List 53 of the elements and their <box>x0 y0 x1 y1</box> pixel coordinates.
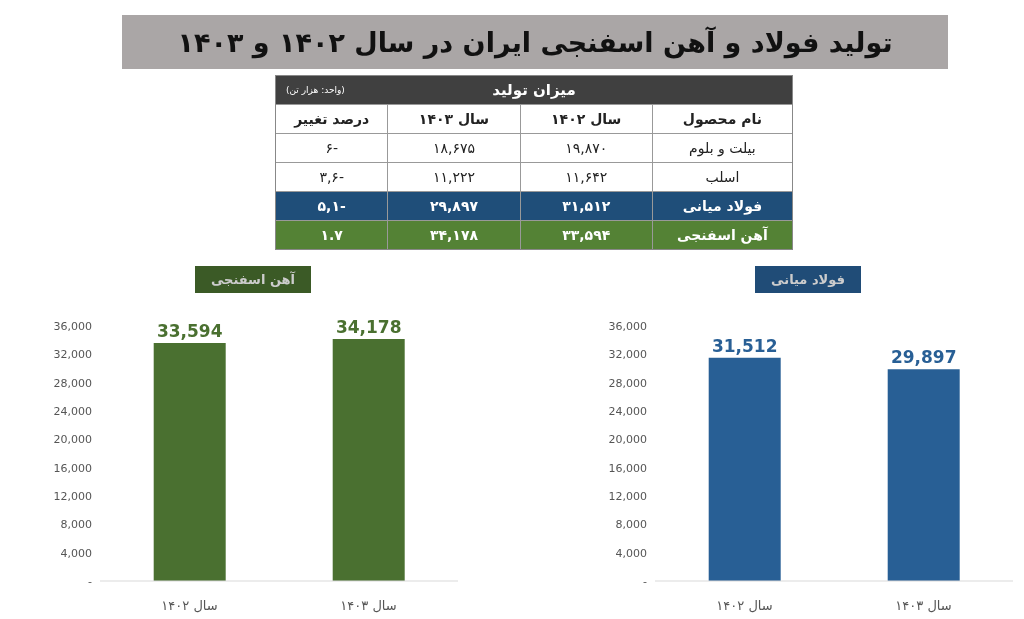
y-tick-label: 4,000 <box>615 546 647 560</box>
chart-title: فولاد میانی <box>755 266 861 293</box>
text: اسلب <box>651 163 792 191</box>
chart-title: آهن اسفنجی <box>194 266 312 293</box>
y-tick-label: 20,000 <box>608 433 647 447</box>
x-tick-label: سال ۱۴۰۲ <box>161 598 218 614</box>
y-tick-label: 8,000 <box>60 518 92 532</box>
y-tick-label: 24,000 <box>608 404 647 418</box>
y-tick-label: - <box>643 574 648 588</box>
text: آهن اسفنجی <box>651 221 792 249</box>
y-tick-label: - <box>88 574 93 588</box>
y-tick-label: 16,000 <box>608 461 647 475</box>
text: ۳۴,۱۷۸ <box>387 221 520 249</box>
text: (واحد: هزار تن) <box>286 85 345 95</box>
y-tick-label: 12,000 <box>608 489 647 503</box>
x-tick-label: سال ۱۴۰۳ <box>895 598 952 614</box>
text: میزان تولید <box>492 81 576 99</box>
x-tick-label: سال ۱۴۰۲ <box>716 598 773 614</box>
y-tick-label: 32,000 <box>608 348 647 362</box>
text: درصد تغییر <box>292 110 371 130</box>
data-label: 31,512 <box>711 335 778 356</box>
text: ۲۹,۸۹۷ <box>387 192 520 220</box>
y-tick-label: 36,000 <box>608 319 647 333</box>
data-label: 34,178 <box>335 316 402 337</box>
y-tick-label: 12,000 <box>53 489 92 503</box>
y-tick-label: 24,000 <box>53 404 92 418</box>
text: ۱.۷ <box>319 226 344 245</box>
text: بیلت و بلوم <box>651 134 792 162</box>
y-tick-label: 36,000 <box>53 319 92 333</box>
text: ۱۱,۶۴۲ <box>519 163 652 191</box>
y-tick-label: 4,000 <box>60 546 92 560</box>
text: ۱۱,۲۲۲ <box>387 163 520 191</box>
text: ۳۱,۵۱۲ <box>519 192 652 220</box>
text: نام محصول <box>651 105 792 133</box>
text: -۵,۱ <box>316 197 347 216</box>
text: ۳۳,۵۹۴ <box>519 221 652 249</box>
data-label: 33,594 <box>156 321 223 342</box>
y-tick-label: 8,000 <box>615 518 647 532</box>
y-tick-label: 32,000 <box>53 348 92 362</box>
data-label: 29,897 <box>890 347 957 368</box>
text: فولاد میانی <box>651 192 792 220</box>
text: -۳,۶ <box>318 168 345 187</box>
text: ۱۸,۶۷۵ <box>387 134 520 162</box>
text: تولید فولاد و آهن اسفنجی ایران در سال ۱۴۰۲ و ۱۴۰۳ <box>177 26 893 58</box>
x-tick-label: سال ۱۴۰۳ <box>340 598 397 614</box>
text: سال ۱۴۰۳ <box>387 105 520 133</box>
text: ۱۹,۸۷۰ <box>519 134 652 162</box>
text: -۶ <box>324 139 339 158</box>
y-tick-label: 16,000 <box>53 461 92 475</box>
text: سال ۱۴۰۲ <box>519 105 652 133</box>
y-tick-label: 20,000 <box>53 433 92 447</box>
y-tick-label: 28,000 <box>608 376 647 390</box>
y-tick-label: 28,000 <box>53 376 92 390</box>
